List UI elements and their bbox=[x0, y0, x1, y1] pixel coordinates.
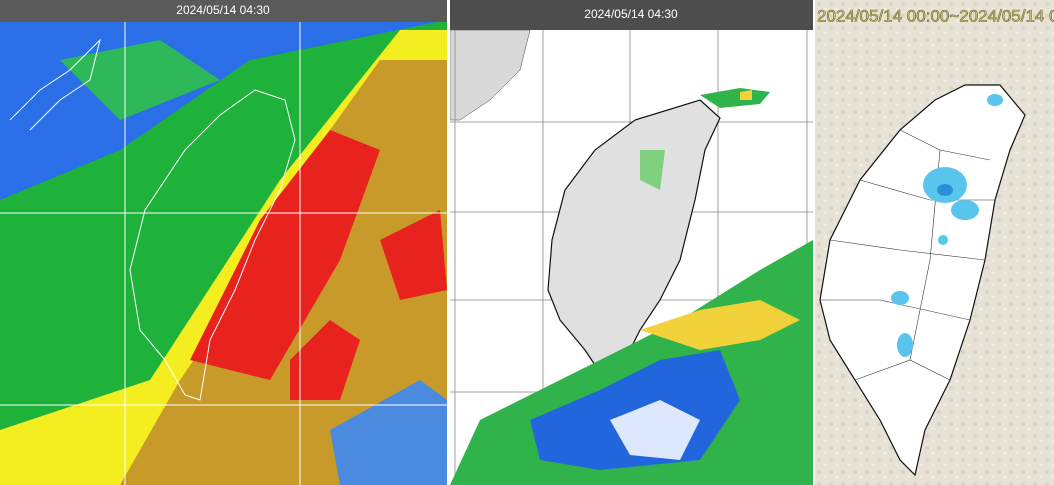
radar-panel: 2024/05/14 04:30 bbox=[450, 0, 813, 485]
rainfall-panel: 2024/05/14 00:00~2024/05/14 04:30 bbox=[815, 0, 1054, 485]
timestamp: 2024/05/14 04:30 bbox=[584, 7, 678, 21]
satellite-panel: 2024/05/14 04:30 bbox=[0, 0, 447, 485]
timestamp: 2024/05/14 00:00~2024/05/14 04:30 bbox=[817, 6, 1054, 25]
timestamp: 2024/05/14 04:30 bbox=[176, 3, 270, 17]
